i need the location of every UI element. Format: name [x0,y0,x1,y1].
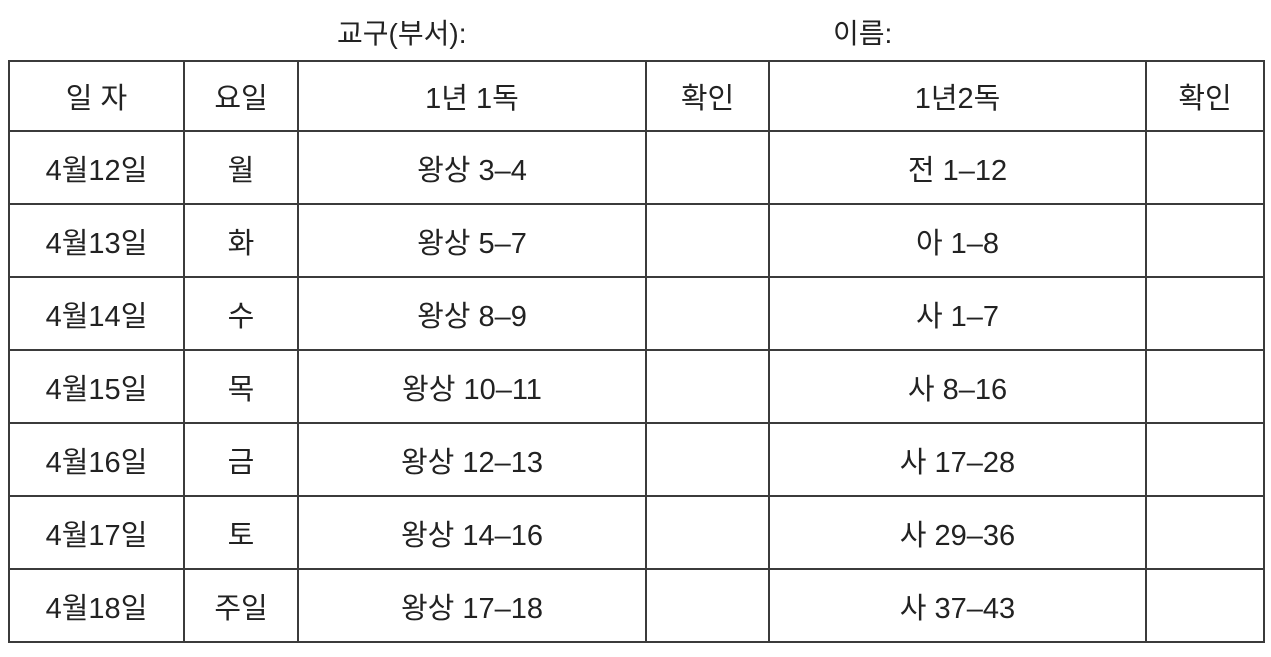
reading1-cell: 왕상 5–7 [297,203,647,278]
table-row: 4월15일 목 왕상 10–11 사 8–16 [8,349,1265,424]
check1-cell [645,349,770,424]
check2-cell [1145,349,1265,424]
group-department-label: 교구(부서): [337,18,467,49]
header-reading1: 1년 1독 [297,60,647,132]
reading2-cell: 사 8–16 [768,349,1147,424]
check2-cell [1145,130,1265,205]
check1-cell [645,422,770,497]
date-cell: 4월14일 [8,276,185,351]
check2-cell [1145,422,1265,497]
day-cell: 토 [183,495,299,570]
check1-cell [645,203,770,278]
day-cell: 화 [183,203,299,278]
reading2-cell: 전 1–12 [768,130,1147,205]
check2-cell [1145,495,1265,570]
check2-cell [1145,276,1265,351]
header-check2: 확인 [1145,60,1265,132]
check2-cell [1145,203,1265,278]
table-row: 4월14일 수 왕상 8–9 사 1–7 [8,276,1265,351]
date-cell: 4월16일 [8,422,185,497]
table-row: 4월16일 금 왕상 12–13 사 17–28 [8,422,1265,497]
date-cell: 4월17일 [8,495,185,570]
name-label: 이름: [833,18,893,49]
reading1-cell: 왕상 14–16 [297,495,647,570]
header-date: 일 자 [8,60,185,132]
reading2-cell: 아 1–8 [768,203,1147,278]
check2-cell [1145,568,1265,643]
date-cell: 4월18일 [8,568,185,643]
header-check1: 확인 [645,60,770,132]
reading1-cell: 왕상 8–9 [297,276,647,351]
day-cell: 금 [183,422,299,497]
day-cell: 목 [183,349,299,424]
check1-cell [645,495,770,570]
date-cell: 4월15일 [8,349,185,424]
reading1-cell: 왕상 3–4 [297,130,647,205]
reading2-cell: 사 37–43 [768,568,1147,643]
reading2-cell: 사 17–28 [768,422,1147,497]
reading1-cell: 왕상 12–13 [297,422,647,497]
day-cell: 월 [183,130,299,205]
day-cell: 수 [183,276,299,351]
table-row: 4월18일 주일 왕상 17–18 사 37–43 [8,568,1265,643]
reading-schedule-table: 일 자 요일 1년 1독 확인 1년2독 확인 4월12일 월 왕상 3–4 전… [8,60,1265,643]
reading1-cell: 왕상 10–11 [297,349,647,424]
day-cell: 주일 [183,568,299,643]
reading2-cell: 사 1–7 [768,276,1147,351]
header-reading2: 1년2독 [768,60,1147,132]
reading1-cell: 왕상 17–18 [297,568,647,643]
reading2-cell: 사 29–36 [768,495,1147,570]
header-day: 요일 [183,60,299,132]
table-row: 4월12일 월 왕상 3–4 전 1–12 [8,130,1265,205]
check1-cell [645,130,770,205]
date-cell: 4월12일 [8,130,185,205]
header-row: 일 자 요일 1년 1독 확인 1년2독 확인 [8,60,1265,132]
table-row: 4월17일 토 왕상 14–16 사 29–36 [8,495,1265,570]
date-cell: 4월13일 [8,203,185,278]
check1-cell [645,568,770,643]
table-row: 4월13일 화 왕상 5–7 아 1–8 [8,203,1265,278]
check1-cell [645,276,770,351]
